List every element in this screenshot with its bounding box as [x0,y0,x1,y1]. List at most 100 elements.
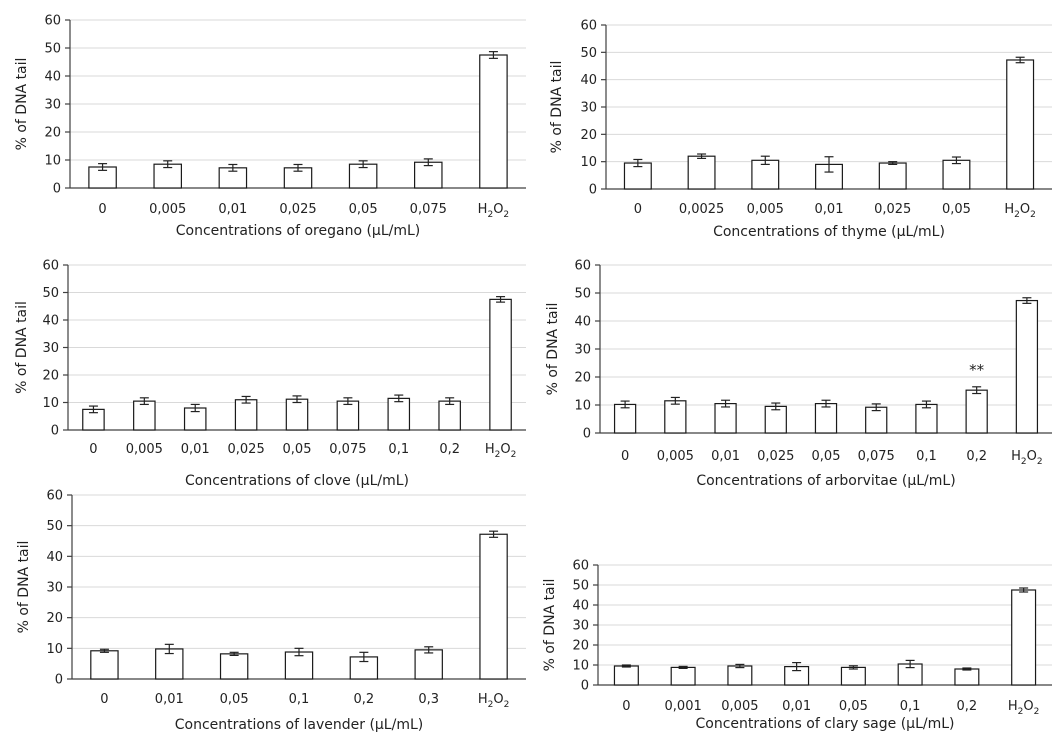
x-tick-label: H2O2 [1008,699,1039,717]
x-tick-label: 0 [622,699,630,714]
error-bar [951,156,961,165]
y-tick-label: 10 [42,396,59,411]
error-bar [871,403,881,412]
x-tick-label: 0,2 [957,699,978,714]
y-tick-label: 20 [46,611,63,626]
x-tick-label: 0,05 [812,449,841,464]
x-tick-label: 0,075 [329,442,366,457]
bar [336,400,360,431]
x-tick-label: 0,3 [418,692,439,707]
error-bar [488,51,498,59]
y-tick-label: 40 [572,599,589,614]
error-bar [394,394,404,403]
bar [1015,299,1039,434]
bar [438,400,461,431]
error-bar [489,530,499,538]
error-bar [164,643,174,655]
error-bar [424,646,434,654]
x-tick-label: 0,1 [289,692,310,707]
x-tick-label: 0,075 [410,202,447,217]
error-bar [1015,56,1025,64]
error-bar [292,395,302,404]
error-bar [445,397,455,406]
bar [965,389,988,434]
chart-arborvitae: 0 10 20 30 40 50 60 0 0,005 0,01 0,025 0,05 0,075 0,1… [545,259,1052,489]
y-axis-label: % of DNA tail [16,541,32,634]
bar [687,155,716,190]
x-tick-label: H2O2 [478,202,509,220]
y-tick-label: 50 [572,579,589,594]
y-tick-label: 60 [46,489,63,504]
error-bar [821,399,831,408]
x-tick-label: 0,2 [966,449,987,464]
error-bar [848,665,858,670]
y-tick-label: 30 [42,341,59,356]
bar [915,403,938,434]
x-tick-label: 0,025 [279,202,316,217]
y-tick-label: 10 [46,642,63,657]
bar [840,666,866,686]
bar [285,398,309,431]
x-axis-label: Concentrations of oregano (µL/mL) [176,223,421,239]
y-tick-label: 30 [44,98,61,113]
bar [613,665,639,686]
x-tick-label: 0,05 [283,442,312,457]
x-tick-label: H2O2 [1011,449,1042,467]
y-axis-label: % of DNA tail [14,301,30,394]
y-tick-label: 10 [572,659,589,674]
x-axis-label: Concentrations of thyme (µL/mL) [713,224,945,240]
bar [234,399,258,431]
x-tick-label: 0,1 [916,449,937,464]
error-bar [1022,297,1032,304]
chart-clary-sage: 0 10 20 30 40 50 60 0 0,001 0,005 0,01 0,05 0,1 0,2 H2… [542,559,1052,732]
error-bar [496,296,506,303]
y-tick-label: 10 [580,155,597,170]
y-tick-label: 10 [574,399,591,414]
y-tick-label: 50 [574,287,591,302]
x-tick-label: 0 [100,692,108,707]
y-tick-label: 40 [44,70,61,85]
chart-thyme: 0 10 20 30 40 50 60 0 0,0025 0,005 0,01 0,025 0,05 H2… [549,19,1052,240]
x-tick-label: 0,01 [181,442,210,457]
error-bar [921,400,931,409]
x-tick-label: 0,2 [354,692,375,707]
bar [670,666,696,686]
y-axis-label: % of DNA tail [14,58,30,151]
error-bar [888,161,898,165]
y-axis-label: % of DNA tail [542,579,558,672]
error-bar [760,155,770,165]
error-bar [771,402,781,411]
bar [284,651,314,680]
y-tick-label: 40 [42,314,59,329]
y-tick-label: 60 [42,259,59,274]
x-tick-label: 0,005 [747,202,784,217]
error-bar [633,158,643,168]
chart-clove: 0 10 20 30 40 50 60 0 0,005 0,01 0,025 0,05 0,075 0,1… [14,259,526,489]
bar [878,162,907,190]
bar [90,650,119,680]
y-tick-label: 60 [574,259,591,274]
error-bar [1019,587,1029,593]
bar [489,298,512,431]
y-tick-label: 10 [44,154,61,169]
y-axis-label: % of DNA tail [549,61,565,154]
y-tick-label: 0 [53,182,61,197]
bar [623,162,652,190]
y-tick-label: 0 [55,673,63,688]
error-bar [735,663,745,669]
error-bar [139,397,149,406]
x-tick-label: 0 [89,442,97,457]
error-bar [229,651,239,656]
bar [479,533,508,680]
y-tick-label: 0 [583,427,591,442]
error-bar [721,399,731,408]
error-bar [697,153,707,159]
y-tick-label: 60 [580,19,597,34]
y-tick-label: 20 [44,126,61,141]
y-tick-label: 20 [572,639,589,654]
y-tick-label: 60 [44,14,61,29]
y-tick-label: 20 [42,369,59,384]
x-axis-label: Concentrations of clary sage (µL/mL) [696,716,955,732]
error-bar [190,403,200,413]
x-tick-label: 0 [634,202,642,217]
